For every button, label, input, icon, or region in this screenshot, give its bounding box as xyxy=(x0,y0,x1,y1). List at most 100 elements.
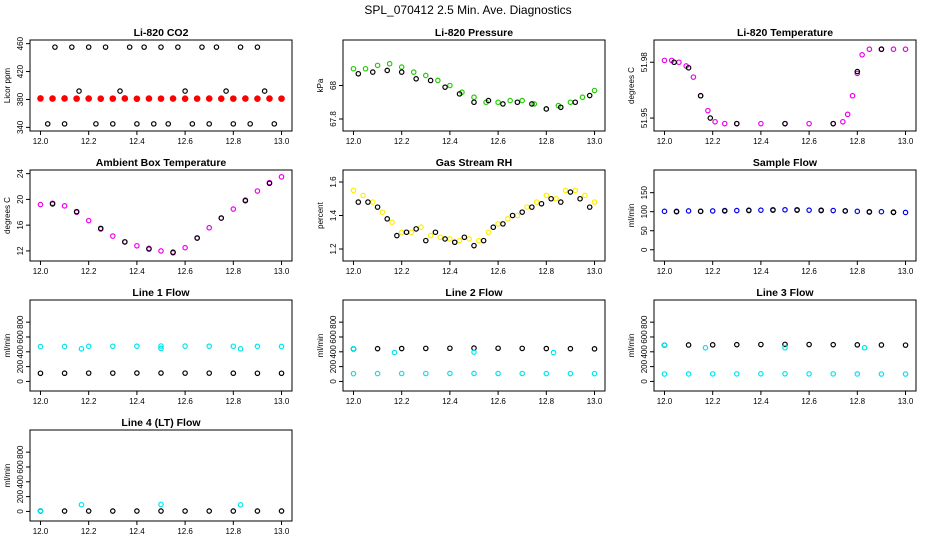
data-point xyxy=(206,343,213,349)
data-point xyxy=(806,371,812,377)
x-tick-label: 12.8 xyxy=(226,137,242,146)
data-point xyxy=(485,97,492,104)
data-point xyxy=(217,95,225,102)
panel-title: Gas Stream RH xyxy=(436,157,512,169)
data-point xyxy=(389,219,395,225)
data-point xyxy=(878,46,885,53)
data-point xyxy=(97,95,105,102)
data-point xyxy=(733,120,740,127)
figure-title: SPL_070412 2.5 Min. Ave. Diagnostics xyxy=(364,3,571,17)
data-point xyxy=(830,120,837,127)
x-tick-label: 12.4 xyxy=(442,397,458,406)
data-point xyxy=(134,370,140,376)
data-point xyxy=(782,341,788,348)
data-point xyxy=(562,187,569,194)
data-point xyxy=(158,248,164,254)
data-point xyxy=(794,207,800,213)
data-point xyxy=(109,121,116,127)
data-point xyxy=(861,344,868,351)
panel-title: Line 4 (LT) Flow xyxy=(121,417,201,429)
x-tick-label: 12.4 xyxy=(129,137,145,146)
data-point xyxy=(410,69,417,75)
data-point xyxy=(61,95,68,102)
data-point xyxy=(374,345,381,352)
data-point xyxy=(126,44,133,50)
x-tick-label: 12.0 xyxy=(33,137,49,146)
data-point xyxy=(365,199,371,205)
data-point xyxy=(85,217,92,224)
data-point xyxy=(85,343,92,350)
x-tick-label: 12.2 xyxy=(705,137,721,146)
data-point xyxy=(890,209,897,216)
data-point xyxy=(122,239,128,245)
data-point xyxy=(37,201,44,208)
data-point xyxy=(374,62,381,69)
x-tick-label: 12.0 xyxy=(33,527,49,536)
data-point xyxy=(49,95,56,102)
data-point xyxy=(902,46,909,53)
data-point xyxy=(707,115,714,121)
data-point xyxy=(146,246,152,252)
data-point xyxy=(543,106,550,112)
data-point xyxy=(471,99,477,106)
x-tick-label: 13.0 xyxy=(587,267,603,276)
data-point xyxy=(37,95,44,102)
y-axis-label: degrees C xyxy=(627,67,636,104)
data-point xyxy=(230,121,237,127)
data-point xyxy=(514,99,521,106)
data-point xyxy=(529,101,535,107)
x-tick-label: 12.8 xyxy=(226,267,242,276)
series-samples xyxy=(350,187,598,244)
data-point xyxy=(586,204,593,210)
data-point xyxy=(254,370,261,377)
panel-title: Sample Flow xyxy=(753,157,818,169)
data-point xyxy=(733,341,740,348)
data-point xyxy=(175,44,181,50)
series-samples xyxy=(37,174,285,256)
data-point xyxy=(591,370,598,377)
data-point xyxy=(572,187,579,194)
data-point xyxy=(61,203,68,209)
y-tick-label: 1.2 xyxy=(329,243,338,255)
data-point xyxy=(398,69,405,75)
data-point xyxy=(543,345,550,352)
data-point xyxy=(709,371,716,377)
data-point xyxy=(519,370,526,377)
x-tick-label: 12.6 xyxy=(801,137,817,146)
data-point xyxy=(181,95,189,102)
data-point xyxy=(782,120,788,127)
data-point xyxy=(447,370,453,377)
data-point xyxy=(398,345,405,352)
data-point xyxy=(350,370,357,377)
data-point xyxy=(676,59,682,66)
data-point xyxy=(519,345,526,352)
y-tick-label: 200 xyxy=(329,359,338,373)
x-tick-label: 12.8 xyxy=(539,267,555,276)
data-point xyxy=(109,343,116,350)
data-point xyxy=(461,234,468,241)
x-tick-label: 13.0 xyxy=(898,397,914,406)
data-point xyxy=(509,212,516,219)
data-point xyxy=(842,208,849,214)
data-point xyxy=(500,101,506,107)
data-point xyxy=(456,91,463,97)
x-tick-label: 12.8 xyxy=(539,137,555,146)
y-tick-label: 24 xyxy=(16,169,25,178)
data-point xyxy=(230,370,237,377)
data-point xyxy=(685,371,692,377)
data-point xyxy=(721,208,728,214)
x-tick-label: 12.2 xyxy=(394,137,410,146)
data-point xyxy=(237,346,244,352)
data-point xyxy=(878,371,885,377)
data-point xyxy=(548,195,554,202)
data-point xyxy=(182,343,188,349)
data-point xyxy=(182,370,188,376)
x-tick-label: 12.0 xyxy=(346,397,362,406)
x-tick-label: 12.0 xyxy=(346,267,362,276)
data-point xyxy=(830,341,837,348)
x-tick-label: 13.0 xyxy=(274,137,290,146)
x-tick-label: 12.2 xyxy=(81,397,97,406)
data-point xyxy=(427,77,434,84)
x-tick-label: 12.8 xyxy=(850,397,866,406)
y-axis-label: ml/min xyxy=(3,334,12,358)
